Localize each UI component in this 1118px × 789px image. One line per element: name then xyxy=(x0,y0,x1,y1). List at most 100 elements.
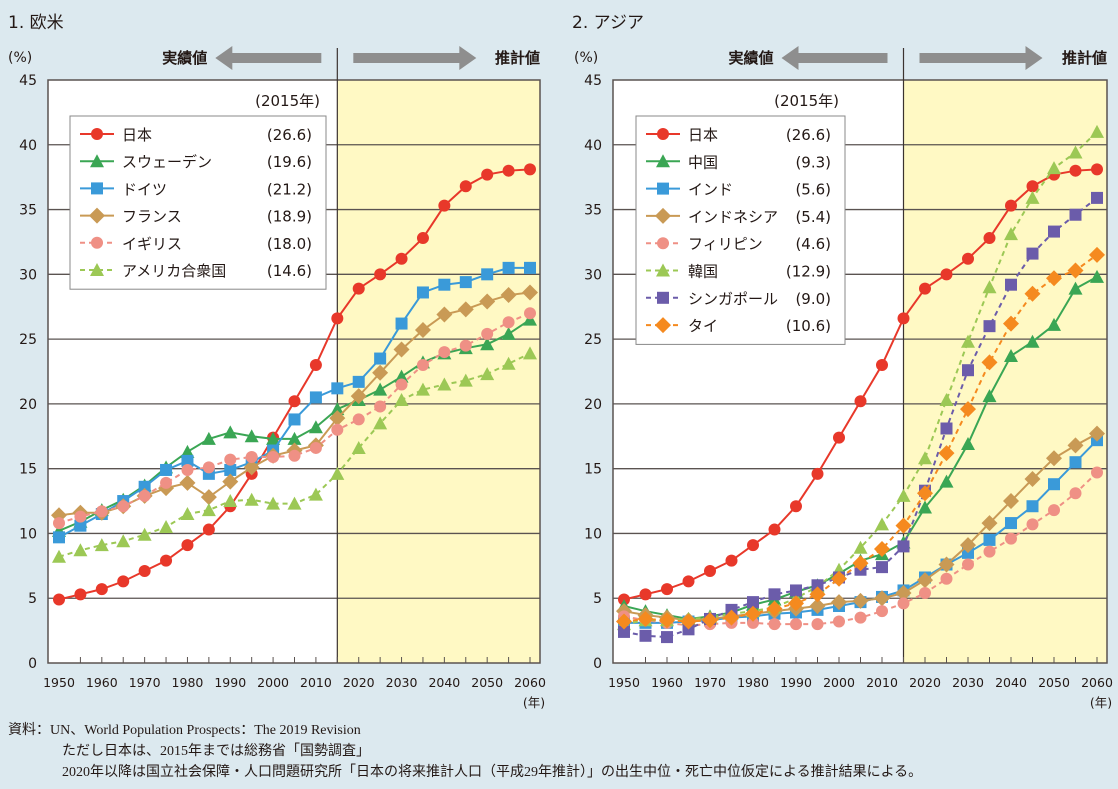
legend-marker-icon xyxy=(657,291,669,304)
data-point xyxy=(181,539,194,552)
data-point xyxy=(897,540,910,553)
data-point xyxy=(459,276,472,289)
x-tick-label: 1950 xyxy=(608,675,640,690)
x-tick-label: 1990 xyxy=(780,675,812,690)
legend-marker-icon xyxy=(91,236,103,249)
data-point xyxy=(961,437,975,451)
y-tick-label: 25 xyxy=(584,332,602,348)
data-point xyxy=(1026,247,1039,260)
legend-value: (26.6) xyxy=(267,126,312,144)
data-point xyxy=(202,523,215,536)
data-point xyxy=(329,410,346,427)
data-point xyxy=(502,261,515,274)
data-point xyxy=(52,549,66,563)
data-point xyxy=(415,382,430,396)
data-point xyxy=(1068,145,1083,159)
data-point xyxy=(288,395,301,408)
data-point xyxy=(1090,269,1104,283)
data-point xyxy=(961,334,975,348)
data-point xyxy=(501,326,516,340)
legend-label: インド xyxy=(688,181,733,199)
x-tick-label: 2060 xyxy=(514,675,546,690)
data-point xyxy=(481,327,494,340)
data-point xyxy=(394,369,409,383)
legend-item: インドネシア (5.4) xyxy=(646,207,831,226)
legend-marker-icon xyxy=(655,207,671,224)
data-point xyxy=(288,413,301,426)
data-point xyxy=(725,554,738,567)
data-point xyxy=(876,561,888,574)
data-point xyxy=(116,534,131,548)
data-point xyxy=(919,587,931,600)
legend-item: ドイツ (21.2) xyxy=(80,180,312,198)
data-point xyxy=(53,517,65,530)
data-point xyxy=(223,425,238,439)
data-point xyxy=(723,609,740,626)
data-point xyxy=(266,496,281,510)
legend-label: 日本 xyxy=(688,126,718,144)
data-point xyxy=(1005,199,1017,212)
data-point xyxy=(74,519,87,532)
data-point xyxy=(939,393,954,407)
x-tick-label: 2050 xyxy=(471,675,503,690)
legend-label: シンガポール xyxy=(688,290,778,308)
data-point xyxy=(1091,191,1103,204)
legend-header: (2015年) xyxy=(255,92,320,110)
actual-label: 実績値 xyxy=(728,49,773,67)
x-tick-label: 2040 xyxy=(428,675,460,690)
data-point xyxy=(266,431,281,445)
x-tick-label: 2000 xyxy=(823,675,855,690)
y-tick-label: 30 xyxy=(584,267,602,283)
data-point xyxy=(74,510,87,523)
x-axis-unit: (年) xyxy=(523,695,545,710)
x-tick-label: 1950 xyxy=(43,675,75,690)
footnote: 資料：UN、World Population Prospects：The 201… xyxy=(8,720,922,783)
x-tick-label: 1960 xyxy=(86,675,118,690)
projection-region xyxy=(337,80,540,663)
data-point xyxy=(809,597,826,614)
data-point xyxy=(661,631,673,644)
data-point xyxy=(895,585,912,602)
data-point xyxy=(95,583,108,596)
legend-marker-icon xyxy=(657,237,669,250)
legend-marker-icon xyxy=(656,263,670,277)
legend-value: (9.0) xyxy=(795,290,831,308)
legend-item: イギリス (18.0) xyxy=(80,235,312,253)
y-tick-label: 5 xyxy=(593,591,602,607)
data-point xyxy=(1005,517,1017,530)
data-point xyxy=(500,287,517,304)
data-point xyxy=(117,500,130,513)
legend-value: (14.6) xyxy=(267,262,312,280)
data-point xyxy=(160,463,173,476)
data-point xyxy=(1048,225,1060,238)
data-point xyxy=(852,592,869,609)
data-point xyxy=(267,451,280,464)
data-point xyxy=(244,492,259,506)
x-tick-label: 2000 xyxy=(257,675,289,690)
data-point xyxy=(766,600,783,617)
series-line xyxy=(623,254,1098,623)
data-point xyxy=(938,556,955,573)
data-point xyxy=(94,538,109,552)
series-5 xyxy=(52,346,537,563)
data-point xyxy=(244,429,259,443)
data-point xyxy=(481,268,494,281)
x-tick-label: 1960 xyxy=(651,675,683,690)
data-point xyxy=(438,199,451,212)
chart-title-europe: 1. 欧米 xyxy=(8,13,64,33)
data-point xyxy=(917,572,933,589)
y-axis-unit: (%) xyxy=(8,50,32,66)
data-point xyxy=(137,527,152,541)
data-point xyxy=(416,286,429,299)
legend-header: (2015年) xyxy=(774,92,839,110)
data-point xyxy=(768,588,781,601)
data-point xyxy=(287,431,302,445)
data-point xyxy=(352,282,365,295)
data-point xyxy=(287,496,302,510)
x-axis-unit: (年) xyxy=(1090,695,1112,710)
chart-title-asia: 2. アジア xyxy=(572,13,644,33)
legend-item: 中国 (9.3) xyxy=(646,153,831,171)
data-point xyxy=(982,280,997,294)
projection-label: 推計値 xyxy=(1062,49,1107,67)
footnote-note-1: ただし日本は、2015年までは総務省「国勢調査」 xyxy=(62,744,370,759)
